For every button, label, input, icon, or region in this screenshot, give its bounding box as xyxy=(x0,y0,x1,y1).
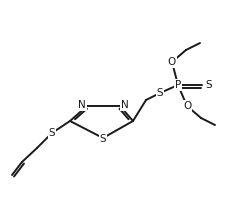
Text: S: S xyxy=(49,128,55,138)
Text: S: S xyxy=(100,134,106,144)
Text: S: S xyxy=(205,80,212,90)
Text: N: N xyxy=(121,100,129,110)
Text: O: O xyxy=(168,57,176,67)
Text: S: S xyxy=(157,88,163,98)
Text: O: O xyxy=(183,101,191,111)
Text: P: P xyxy=(175,80,181,90)
Text: N: N xyxy=(78,100,86,110)
